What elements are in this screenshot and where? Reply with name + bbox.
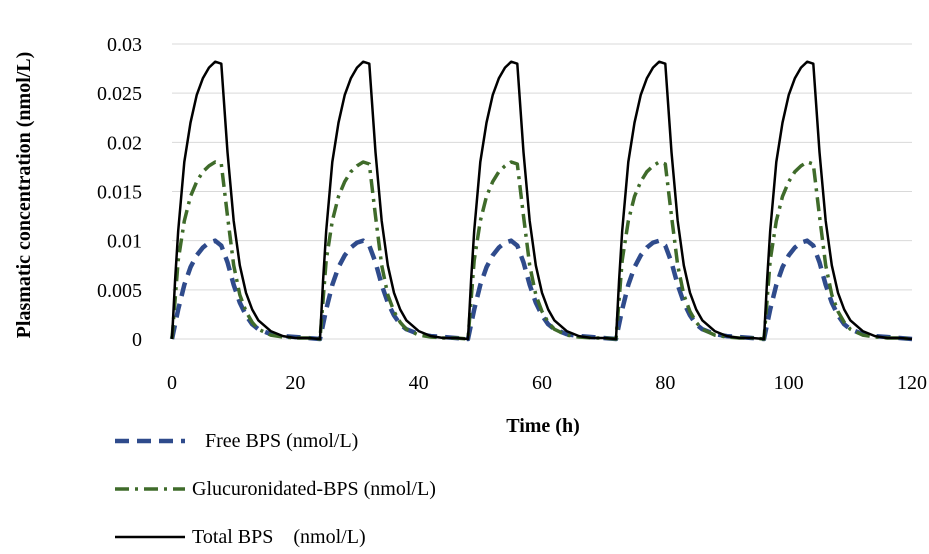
x-tick-label: 0 — [167, 372, 177, 394]
y-tick-label: 0.015 — [97, 182, 142, 204]
legend-label: Total BPS (nmol/L) — [192, 526, 366, 548]
series-line-2 — [170, 160, 913, 341]
legend: Free BPS (nmol/L) Glucuronidated-BPS (nmo… — [115, 430, 436, 548]
y-tick-label: 0.01 — [107, 231, 142, 253]
y-tick-label: 0 — [132, 329, 142, 351]
gridlines — [172, 43, 912, 340]
x-tick-label: 60 — [532, 372, 552, 394]
series-line-1 — [169, 238, 913, 342]
x-tick-label: 20 — [285, 372, 305, 394]
x-tick-label: 40 — [409, 372, 429, 394]
x-tick-labels: 0 20 40 60 80 100 120 — [167, 372, 927, 394]
legend-label: Free BPS (nmol/L) — [205, 430, 358, 452]
y-tick-label: 0.025 — [97, 83, 142, 105]
plot-area — [169, 60, 913, 342]
series-line-3 — [170, 60, 913, 341]
y-axis-title: Plasmatic concentration (nmol/L) — [13, 52, 35, 339]
legend-label: Glucuronidated-BPS (nmol/L) — [192, 478, 436, 500]
x-tick-label: 100 — [774, 372, 804, 394]
y-tick-label: 0.005 — [97, 280, 142, 302]
y-tick-label: 0.03 — [107, 34, 142, 56]
x-axis-title: Time (h) — [506, 415, 580, 437]
y-tick-labels: 0 0.005 0.01 0.015 0.02 0.025 0.03 — [97, 34, 142, 351]
x-tick-label: 120 — [897, 372, 927, 394]
y-tick-label: 0.02 — [107, 132, 142, 154]
x-tick-label: 80 — [655, 372, 675, 394]
